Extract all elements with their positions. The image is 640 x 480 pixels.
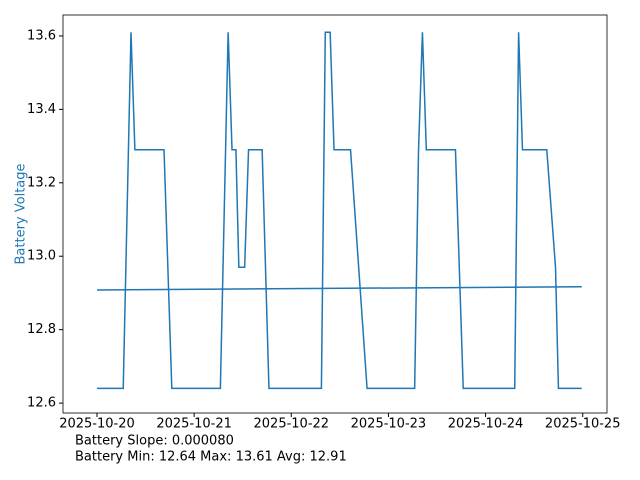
x-tick-label: 2025-10-20 (59, 417, 135, 432)
data-line (97, 31, 582, 390)
x-tick-label: 2025-10-24 (448, 417, 524, 432)
x-tick-label: 2025-10-21 (156, 417, 232, 432)
plot-frame (62, 14, 608, 414)
y-axis-label: Battery Voltage (14, 163, 29, 264)
y-tick-label: 13.6 (27, 28, 56, 43)
annotation: Battery Min: 12.64 Max: 13.61 Avg: 12.91 (75, 450, 347, 465)
y-tick-label: 13.0 (27, 249, 56, 264)
y-tick-label: 13.4 (27, 102, 56, 117)
y-tick-label: 13.2 (27, 175, 56, 190)
x-tick-label: 2025-10-22 (254, 417, 330, 432)
annotation: Battery Slope: 0.000080 (75, 434, 234, 449)
data-line (96, 285, 582, 291)
y-tick-label: 12.8 (27, 322, 56, 337)
x-tick-label: 2025-10-23 (351, 417, 427, 432)
y-tick-label: 12.6 (27, 396, 56, 411)
x-tick-label: 2025-10-25 (545, 417, 621, 432)
